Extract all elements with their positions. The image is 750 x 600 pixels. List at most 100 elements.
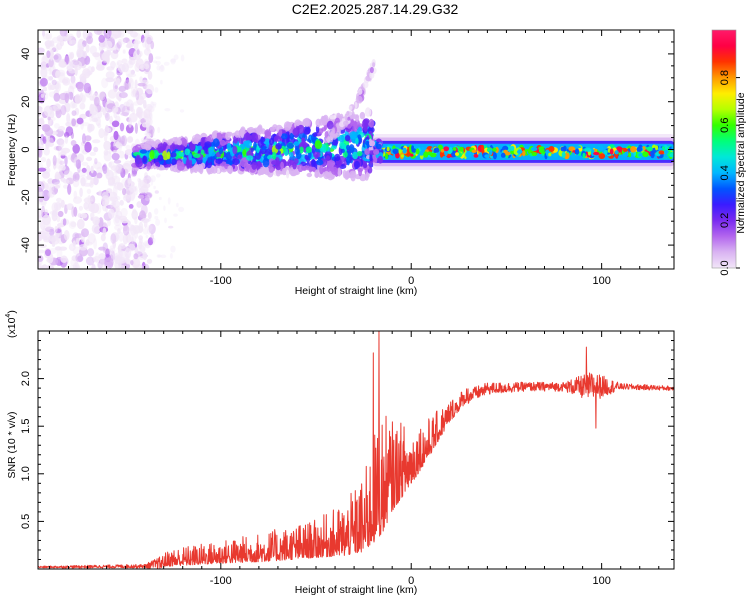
spectrogram-cell	[179, 152, 185, 157]
spectrogram-cell	[377, 155, 383, 164]
spectrogram-cell	[55, 44, 59, 53]
spectrogram-cell	[357, 95, 363, 104]
spectrogram-cell	[363, 118, 370, 124]
spectrogram-cell	[145, 144, 151, 151]
spectrogram-cell	[87, 248, 95, 257]
spectrogram-cell	[135, 58, 144, 70]
spectrogram-cell	[126, 30, 134, 34]
spectrogram-cell	[280, 161, 284, 170]
spectrogram-cell	[179, 109, 185, 113]
spectrogram-cell	[598, 153, 606, 160]
spectrogram-cell	[74, 173, 80, 181]
spectrogram-cell	[71, 118, 77, 127]
spectrogram-cell	[140, 34, 145, 43]
spectrogram-cell	[143, 48, 151, 56]
spectrogram-cell	[410, 153, 414, 157]
spectrogram-cell	[227, 165, 234, 174]
spectrogram-cell	[155, 60, 161, 66]
spectrogram-cell	[655, 145, 659, 151]
spectrogram-cell	[191, 137, 199, 145]
spectrogram-cell	[51, 79, 57, 86]
spectrogram-cell	[83, 197, 92, 203]
spectrogram-cell	[262, 158, 270, 168]
spectrogram-cell	[80, 212, 88, 219]
spectrogram-cell	[178, 206, 185, 212]
spectrogram-cell	[80, 143, 85, 154]
spectrogram-cell	[79, 187, 83, 198]
spectrogram-cell	[155, 218, 161, 226]
spectrogram-cell	[144, 132, 150, 136]
spectrogram-cell	[87, 233, 96, 244]
spectrogram-cell	[43, 225, 51, 231]
spectrogram-cell	[38, 190, 44, 199]
spectrogram-cell	[81, 161, 89, 166]
spectrogram-cell	[98, 253, 106, 260]
spectrogram-cell	[52, 103, 62, 111]
spectrogram-y-tick-label: -20	[20, 189, 32, 205]
spectrogram-cell	[146, 258, 153, 264]
spectrogram-cell	[155, 161, 160, 167]
spectrogram-cell	[604, 150, 608, 155]
spectrogram-cell	[114, 85, 118, 89]
spectrogram-cell	[285, 169, 290, 179]
spectrogram-cell	[152, 129, 155, 137]
spectrogram-cell	[48, 137, 54, 148]
spectrogram-cell	[98, 246, 106, 251]
spectrogram-cell	[132, 88, 137, 97]
spectrogram-cell	[139, 149, 148, 154]
spectrogram-cell	[109, 245, 114, 254]
spectrogram-cell	[111, 175, 121, 185]
spectrogram-cell	[70, 258, 78, 267]
spectrogram-cell	[105, 112, 110, 121]
spectrogram-cell	[96, 30, 105, 36]
spectrogram-cell	[142, 155, 148, 164]
spectrogram-cell	[264, 129, 272, 137]
spectrogram-cell	[133, 39, 139, 50]
spectrogram-x-tick-label: 0	[408, 275, 414, 287]
spectrogram-cell	[571, 152, 576, 159]
spectrogram-cell	[411, 145, 415, 152]
spectrogram-cell	[657, 147, 663, 152]
spectrogram-cell	[147, 237, 154, 246]
spectrogram-cell	[147, 228, 152, 235]
spectrogram-cell	[133, 101, 140, 106]
spectrogram-cell	[638, 153, 643, 157]
spectrogram-cell	[293, 141, 300, 147]
spectrogram-cell	[531, 151, 538, 157]
spectrogram-cell	[76, 218, 85, 230]
spectrogram-cell	[47, 57, 56, 69]
spectrogram-cell	[74, 233, 83, 239]
spectrogram-cell	[127, 136, 134, 143]
spectrogram-cell	[219, 139, 226, 146]
spectrogram-cell	[362, 122, 369, 128]
spectrogram-cell	[311, 144, 316, 155]
spectrogram-cell	[56, 215, 61, 223]
spectrogram-cell	[129, 189, 136, 202]
svg-text:(x104): (x104)	[5, 310, 18, 338]
spectrogram-cell	[226, 143, 232, 151]
spectrogram-cell	[142, 188, 148, 195]
snr-x-tick-label: 0	[408, 575, 414, 587]
spectrogram-cell	[250, 132, 259, 143]
spectrogram-cell	[147, 211, 152, 220]
spectrogram-cell	[141, 122, 149, 128]
spectrogram-cell	[83, 82, 92, 94]
spectrogram-cell	[85, 241, 93, 246]
spectrogram-cell	[136, 201, 142, 208]
spectrogram-cell	[49, 186, 52, 198]
spectrogram-cell	[46, 264, 55, 269]
spectrogram-cell	[125, 77, 130, 84]
spectrogram-cell	[38, 181, 45, 193]
spectrogram-cell	[150, 178, 154, 186]
spectrogram-cell	[359, 111, 366, 120]
spectrogram-cell	[119, 104, 126, 113]
spectrogram-cell	[400, 154, 404, 158]
spectrogram-cell	[48, 68, 52, 76]
spectrogram-cell	[346, 156, 351, 166]
spectrogram-cell	[117, 249, 123, 259]
spectrogram-cell	[110, 60, 116, 69]
spectrogram-cell	[122, 37, 130, 43]
spectrogram-cell	[76, 43, 85, 50]
spectrogram-cell	[144, 195, 151, 201]
spectrogram-cell	[63, 170, 73, 179]
